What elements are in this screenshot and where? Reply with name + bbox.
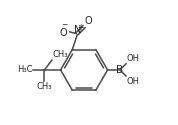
Text: H₃C: H₃C: [17, 65, 33, 74]
Text: N: N: [74, 25, 81, 35]
Text: CH₃: CH₃: [53, 50, 68, 59]
Text: OH: OH: [127, 77, 140, 86]
Text: CH₃: CH₃: [37, 82, 52, 91]
Text: O: O: [85, 16, 92, 26]
Text: −: −: [61, 20, 68, 29]
Text: O: O: [60, 28, 68, 38]
Text: OH: OH: [127, 54, 140, 63]
Text: B: B: [116, 65, 124, 75]
Text: +: +: [77, 23, 83, 32]
